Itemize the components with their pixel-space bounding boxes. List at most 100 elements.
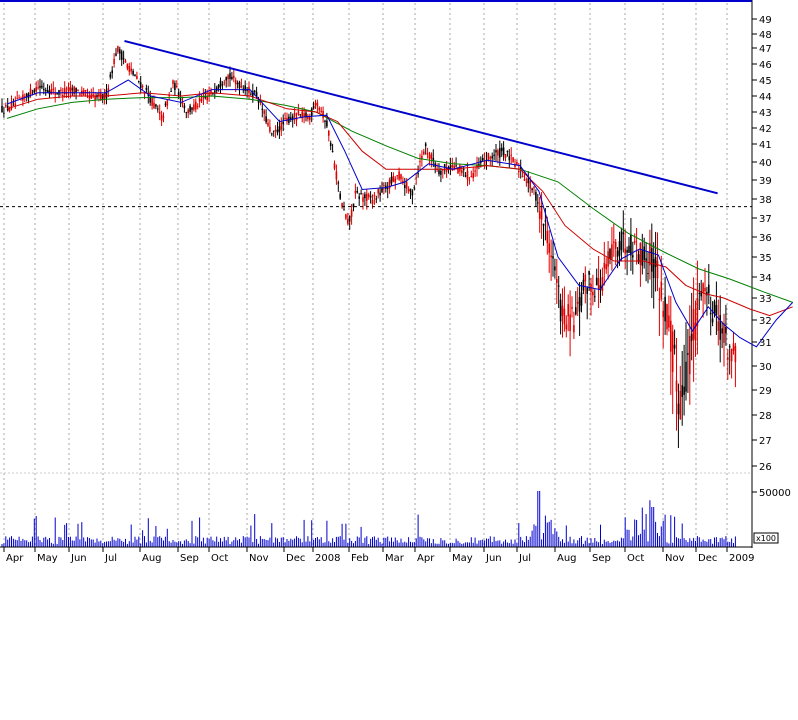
candle	[563, 286, 566, 332]
candle	[472, 166, 474, 182]
candle	[328, 129, 330, 142]
candle-body	[8, 108, 11, 112]
x-tick-label-4: Aug	[142, 553, 162, 564]
candle-body	[405, 182, 408, 189]
x-tick-label-20: Dec	[698, 553, 717, 564]
candle	[312, 101, 315, 110]
candle-body	[3, 112, 5, 114]
candle-body	[518, 170, 520, 173]
candle	[719, 295, 721, 363]
candle	[229, 66, 231, 87]
x-tick-label-7: Nov	[249, 553, 269, 564]
candle-body	[318, 107, 321, 111]
candle	[233, 68, 235, 83]
candle	[438, 163, 440, 177]
candle-body	[516, 162, 518, 166]
candle-body	[375, 198, 378, 200]
candle-body	[493, 154, 495, 157]
candle	[725, 304, 727, 346]
candle	[677, 383, 680, 448]
candle	[204, 88, 207, 100]
y-tick-label-41: 41	[759, 140, 772, 151]
candle	[575, 291, 577, 316]
candle	[60, 87, 62, 96]
x-tick-label-16: Aug	[557, 553, 577, 564]
candle-body	[219, 80, 222, 87]
candle-body	[428, 155, 431, 159]
candle-body	[88, 95, 91, 99]
candle	[307, 113, 309, 122]
candle	[208, 86, 210, 102]
candle	[337, 180, 340, 192]
candle	[1, 98, 3, 113]
candle	[683, 344, 685, 416]
candle-body	[295, 117, 298, 121]
candle-body	[263, 110, 265, 114]
candle	[620, 227, 623, 262]
candle	[219, 77, 222, 94]
candle-body	[139, 82, 142, 89]
y-tick-label-36: 36	[759, 233, 772, 244]
candle-body	[24, 96, 26, 98]
candle	[179, 90, 182, 108]
candle-body	[168, 95, 170, 97]
candle-body	[166, 100, 169, 106]
candle-body	[508, 156, 511, 161]
candle-body	[451, 164, 454, 168]
candle	[318, 106, 321, 114]
candle-body	[177, 92, 180, 97]
candle-body	[312, 105, 315, 109]
candle-body	[717, 321, 720, 331]
candle	[499, 140, 501, 166]
candle	[464, 172, 467, 178]
candle	[607, 241, 609, 280]
candle	[605, 257, 607, 274]
candle	[434, 160, 436, 174]
candle	[442, 168, 444, 179]
candle	[671, 324, 674, 415]
candle	[130, 62, 132, 75]
candle-body	[404, 185, 406, 189]
candle-body	[350, 209, 353, 217]
candle-body	[291, 116, 294, 121]
candle-body	[618, 241, 621, 256]
candle-body	[105, 89, 108, 98]
candle-body	[29, 88, 32, 95]
candle	[14, 96, 17, 109]
candle-body	[609, 248, 611, 259]
candle-body	[402, 180, 404, 183]
candle-body	[734, 346, 737, 363]
candle-body	[225, 77, 227, 81]
candle-body	[525, 181, 528, 183]
candle-body	[54, 93, 56, 95]
candle	[521, 169, 524, 178]
x-tick-label-10: Feb	[351, 553, 369, 564]
candle	[189, 103, 191, 115]
candle	[649, 229, 651, 280]
candle-body	[326, 120, 328, 127]
x-tick-label-0: Apr	[6, 553, 24, 564]
candle-body	[499, 148, 501, 158]
candle	[609, 247, 611, 265]
candle-body	[533, 187, 535, 189]
candle-body	[592, 291, 594, 296]
candle-body	[569, 314, 571, 331]
candle-body	[98, 93, 100, 96]
volume-bars-layer	[1, 491, 736, 547]
candle	[493, 149, 495, 161]
candle	[708, 264, 710, 305]
moving-average-long	[6, 95, 793, 303]
candle	[282, 114, 284, 132]
candle-body	[111, 70, 113, 74]
candle-body	[204, 96, 207, 98]
candle	[675, 337, 678, 431]
candle	[592, 274, 594, 306]
candle	[426, 147, 429, 159]
candle-body	[423, 151, 425, 155]
candle-body	[544, 220, 547, 222]
candle-body	[162, 116, 165, 118]
candle	[668, 295, 670, 332]
candle-body	[130, 68, 132, 72]
candle	[624, 229, 626, 269]
